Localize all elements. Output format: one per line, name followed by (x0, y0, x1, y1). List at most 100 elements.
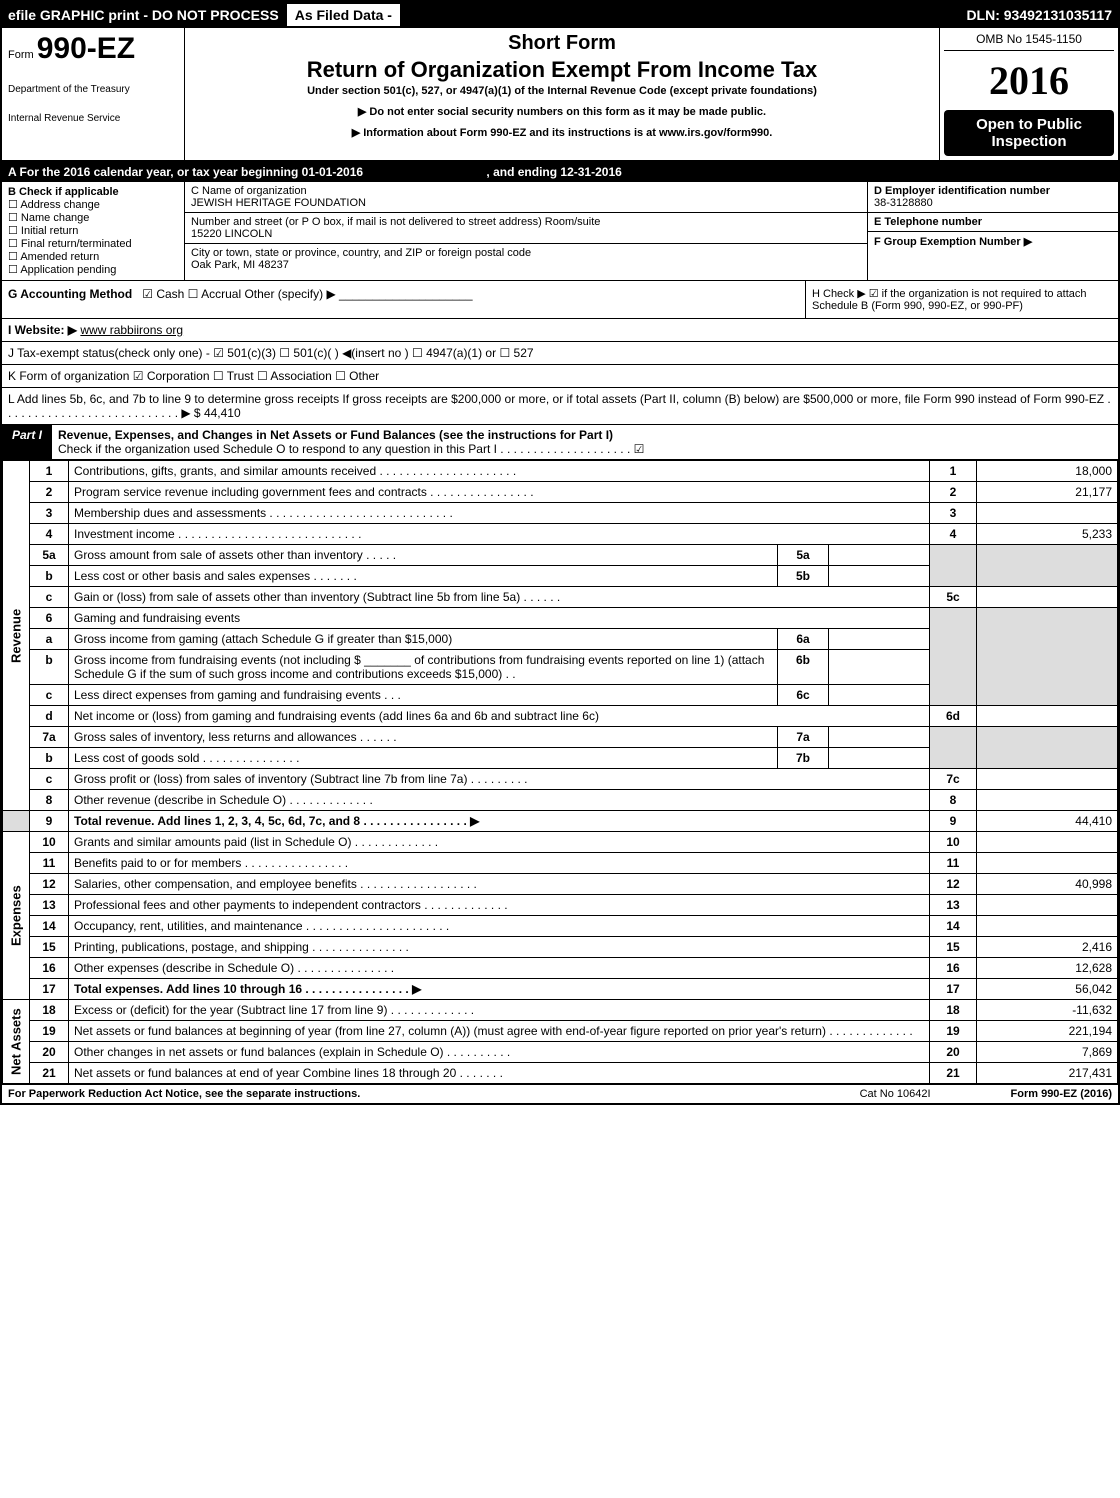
amt-14 (977, 916, 1118, 937)
revenue-sidelabel: Revenue (3, 461, 30, 811)
amt-12: 40,998 (977, 874, 1118, 895)
line-18: Net Assets 18Excess or (deficit) for the… (3, 1000, 1118, 1021)
amt-19: 221,194 (977, 1021, 1118, 1042)
amt-15: 2,416 (977, 937, 1118, 958)
line-9: 9 Total revenue. Add lines 1, 2, 3, 4, 5… (3, 811, 1118, 832)
amt-3 (977, 503, 1118, 524)
netassets-sidelabel: Net Assets (3, 1000, 30, 1084)
section-def: D Employer identification number 38-3128… (867, 182, 1118, 280)
website-value: www rabbiirons org (80, 323, 183, 337)
amt-5c (977, 587, 1118, 608)
line-21: 21Net assets or fund balances at end of … (3, 1063, 1118, 1084)
footer-left: For Paperwork Reduction Act Notice, see … (8, 1088, 860, 1100)
line-11: 11Benefits paid to or for members . . . … (3, 853, 1118, 874)
expenses-sidelabel: Expenses (3, 832, 30, 1000)
amt-1: 18,000 (977, 461, 1118, 482)
irs-label: Internal Revenue Service (8, 113, 178, 124)
line-7c: c Gross profit or (loss) from sales of i… (3, 769, 1118, 790)
line-2: 2 Program service revenue including gove… (3, 482, 1118, 503)
section-h: H Check ▶ ☑ if the organization is not r… (805, 281, 1118, 318)
part-1-title: Revenue, Expenses, and Changes in Net As… (52, 425, 1118, 459)
line-3: 3 Membership dues and assessments . . . … (3, 503, 1118, 524)
form-subtitle: Under section 501(c), 527, or 4947(a)(1)… (193, 85, 931, 97)
top-bar: efile GRAPHIC print - DO NOT PROCESS As … (2, 2, 1118, 28)
org-name-cell: C Name of organization JEWISH HERITAGE F… (185, 182, 867, 213)
form-number: Form 990-EZ (8, 32, 178, 66)
section-l: L Add lines 5b, 6c, and 7b to line 9 to … (2, 388, 1118, 425)
line-14: 14Occupancy, rent, utilities, and mainte… (3, 916, 1118, 937)
amt-20: 7,869 (977, 1042, 1118, 1063)
amt-4: 5,233 (977, 524, 1118, 545)
group-exemption-cell: F Group Exemption Number ▶ (868, 232, 1118, 251)
tax-year: 2016 (944, 57, 1114, 104)
check-initial-return[interactable]: Initial return (8, 224, 178, 237)
line-1: Revenue 1 Contributions, gifts, grants, … (3, 461, 1118, 482)
amt-6d (977, 706, 1118, 727)
dln: DLN: 93492131035117 (960, 4, 1118, 26)
omb-number: OMB No 1545-1150 (944, 32, 1114, 51)
amt-10 (977, 832, 1118, 853)
org-city: Oak Park, MI 48237 (191, 259, 861, 271)
line-5a: 5a Gross amount from sale of assets othe… (3, 545, 1118, 566)
section-i: I Website: ▶ www rabbiirons org (2, 319, 1118, 342)
line-8: 8 Other revenue (describe in Schedule O)… (3, 790, 1118, 811)
form-title: Return of Organization Exempt From Incom… (193, 57, 931, 83)
amt-2: 21,177 (977, 482, 1118, 503)
line-12: 12Salaries, other compensation, and empl… (3, 874, 1118, 895)
check-final-return[interactable]: Final return/terminated (8, 237, 178, 250)
check-name-change[interactable]: Name change (8, 211, 178, 224)
header-right: OMB No 1545-1150 2016 Open to Public Ins… (939, 28, 1118, 160)
row-gh: G Accounting Method ☑ Cash ☐ Accrual Oth… (2, 281, 1118, 319)
dept-treasury: Department of the Treasury (8, 84, 178, 95)
amt-9: 44,410 (977, 811, 1118, 832)
section-b: B Check if applicable Address change Nam… (2, 182, 185, 280)
form-container: efile GRAPHIC print - DO NOT PROCESS As … (0, 0, 1120, 1105)
section-a: A For the 2016 calendar year, or tax yea… (2, 162, 1118, 182)
header-left: Form 990-EZ Department of the Treasury I… (2, 28, 185, 160)
part-1-table: Revenue 1 Contributions, gifts, grants, … (2, 460, 1118, 1084)
efile-label: efile GRAPHIC print - DO NOT PROCESS (2, 4, 285, 26)
section-k: K Form of organization ☑ Corporation ☐ T… (2, 365, 1118, 388)
telephone-cell: E Telephone number (868, 213, 1118, 232)
instr-1: ▶ Do not enter social security numbers o… (193, 105, 931, 118)
amt-16: 12,628 (977, 958, 1118, 979)
amt-18: -11,632 (977, 1000, 1118, 1021)
org-address: 15220 LINCOLN (191, 228, 861, 240)
amt-13 (977, 895, 1118, 916)
instr-2: ▶ Information about Form 990-EZ and its … (193, 126, 931, 139)
check-address-change[interactable]: Address change (8, 198, 178, 211)
line-17: 17Total expenses. Add lines 10 through 1… (3, 979, 1118, 1000)
line-4: 4 Investment income . . . . . . . . . . … (3, 524, 1118, 545)
org-info-row: B Check if applicable Address change Nam… (2, 182, 1118, 281)
footer-formno: Form 990-EZ (2016) (1011, 1088, 1112, 1100)
line-16: 16Other expenses (describe in Schedule O… (3, 958, 1118, 979)
line-7a: 7a Gross sales of inventory, less return… (3, 727, 1118, 748)
line-15: 15Printing, publications, postage, and s… (3, 937, 1118, 958)
line-6: 6 Gaming and fundraising events (3, 608, 1118, 629)
amt-17: 56,042 (977, 979, 1118, 1000)
footer: For Paperwork Reduction Act Notice, see … (2, 1084, 1118, 1103)
open-to-public-badge: Open to Public Inspection (944, 110, 1114, 156)
footer-catno: Cat No 10642I (860, 1088, 931, 1100)
line-19: 19Net assets or fund balances at beginni… (3, 1021, 1118, 1042)
line-20: 20Other changes in net assets or fund ba… (3, 1042, 1118, 1063)
amt-21: 217,431 (977, 1063, 1118, 1084)
check-application-pending[interactable]: Application pending (8, 263, 178, 276)
asfiled-label: As Filed Data - (285, 2, 402, 28)
line-13: 13Professional fees and other payments t… (3, 895, 1118, 916)
section-c: C Name of organization JEWISH HERITAGE F… (185, 182, 867, 280)
check-amended-return[interactable]: Amended return (8, 250, 178, 263)
form-header: Form 990-EZ Department of the Treasury I… (2, 28, 1118, 162)
header-center: Short Form Return of Organization Exempt… (185, 28, 939, 160)
org-name: JEWISH HERITAGE FOUNDATION (191, 197, 861, 209)
org-address-cell: Number and street (or P O box, if mail i… (185, 213, 867, 244)
short-form-label: Short Form (193, 32, 931, 55)
ein-cell: D Employer identification number 38-3128… (868, 182, 1118, 213)
org-city-cell: City or town, state or province, country… (185, 244, 867, 274)
section-j: J Tax-exempt status(check only one) - ☑ … (2, 342, 1118, 365)
line-6d: d Net income or (loss) from gaming and f… (3, 706, 1118, 727)
section-g: G Accounting Method ☑ Cash ☐ Accrual Oth… (2, 281, 805, 318)
ein-value: 38-3128880 (874, 197, 933, 209)
line-5c: c Gain or (loss) from sale of assets oth… (3, 587, 1118, 608)
part-1-tab: Part I (2, 425, 52, 459)
